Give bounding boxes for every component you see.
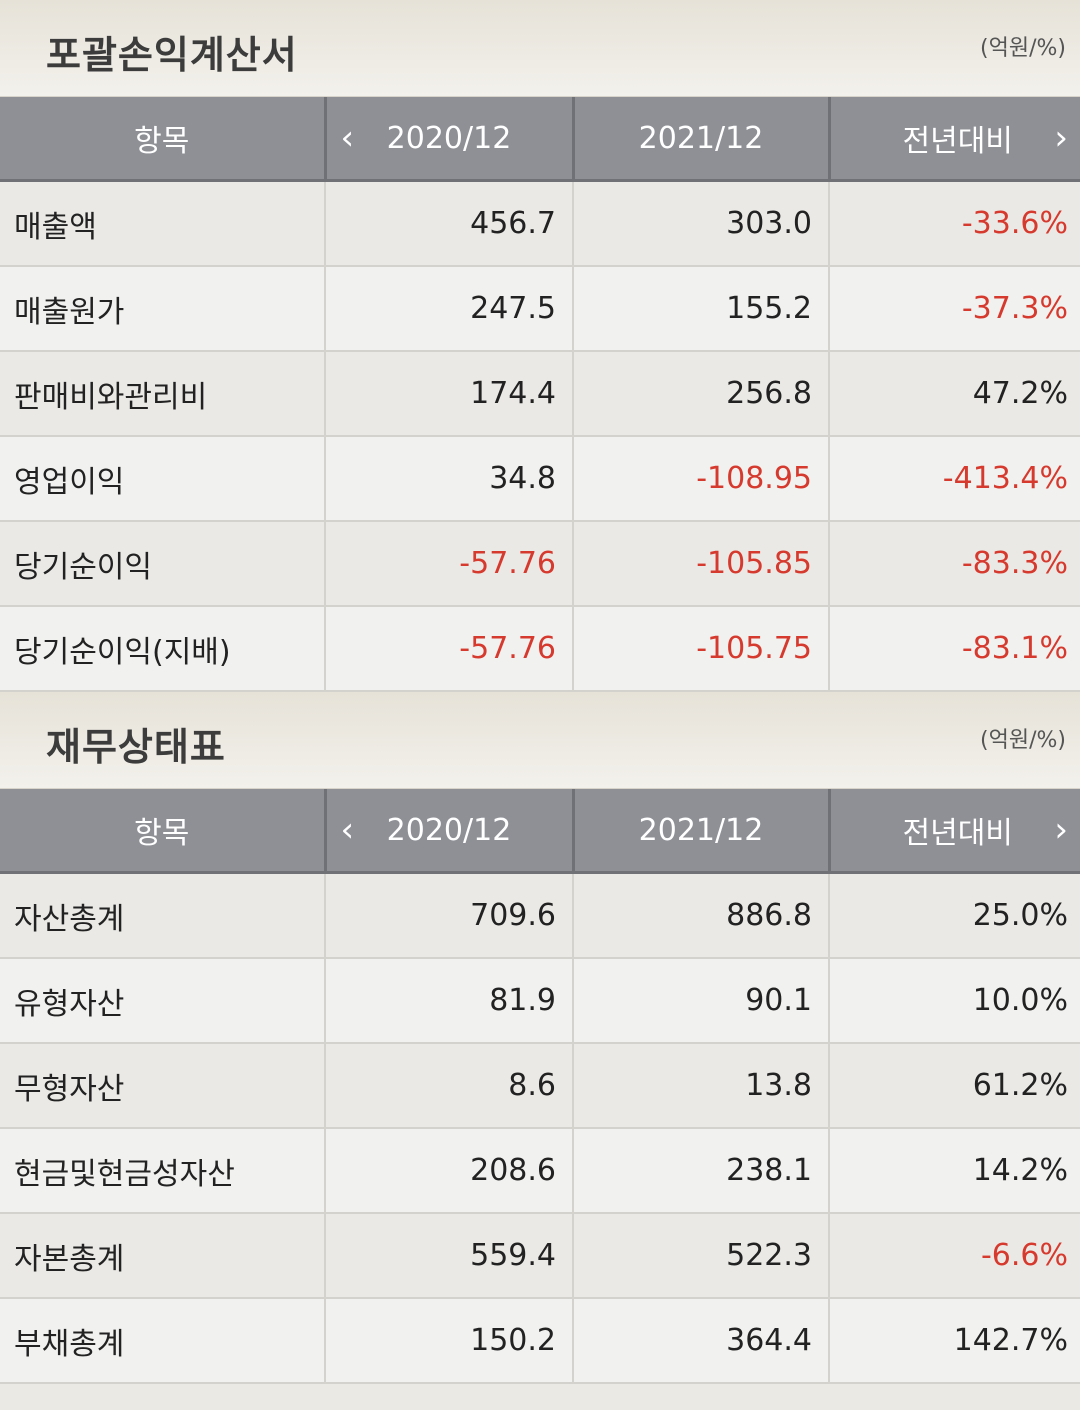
value-yoy: -37.3% <box>828 265 1080 351</box>
table-row: 유형자산 81.9 90.1 10.0% <box>0 957 1080 1043</box>
table-row: 부채총계 150.2 364.4 142.7% <box>0 1297 1080 1384</box>
income-unit-label: (억원/%) <box>980 36 1066 61</box>
value-yoy: -6.6% <box>828 1212 1080 1298</box>
chevron-right-icon[interactable]: › <box>1054 118 1068 158</box>
value-2021: 13.8 <box>572 1042 829 1128</box>
col-header-2021: 2021/12 <box>571 789 829 874</box>
col-header-yoy: 전년대비 › <box>827 789 1080 874</box>
row-label: 영업이익 <box>0 435 325 521</box>
value-2021: 256.8 <box>572 350 829 436</box>
col-header-yoy-label: 전년대비 <box>902 816 1013 851</box>
value-2021: 522.3 <box>572 1212 829 1298</box>
row-label: 무형자산 <box>0 1042 325 1128</box>
balance-title: 재무상태표 <box>46 725 226 769</box>
value-yoy: 14.2% <box>828 1127 1080 1213</box>
value-2020: -57.76 <box>324 605 573 692</box>
value-yoy: -83.1% <box>828 605 1080 692</box>
value-2020: 174.4 <box>324 350 573 436</box>
value-yoy: 142.7% <box>828 1297 1080 1384</box>
col-header-item: 항목 <box>0 97 325 182</box>
row-label: 유형자산 <box>0 957 325 1043</box>
table-row: 당기순이익 -57.76 -105.85 -83.3% <box>0 520 1080 606</box>
col-header-2020: ‹ 2020/12 <box>323 97 573 182</box>
col-header-yoy-label: 전년대비 <box>902 124 1013 159</box>
value-yoy: 10.0% <box>828 957 1080 1043</box>
value-2021: 886.8 <box>572 871 829 958</box>
value-2020: 34.8 <box>324 435 573 521</box>
income-title: 포괄손익계산서 <box>46 33 298 77</box>
value-2020: 456.7 <box>324 179 573 266</box>
col-header-2021: 2021/12 <box>571 97 829 182</box>
value-2020: 559.4 <box>324 1212 573 1298</box>
table-row: 자산총계 709.6 886.8 25.0% <box>0 871 1080 958</box>
balance-unit-label: (억원/%) <box>980 728 1066 753</box>
value-2020: 208.6 <box>324 1127 573 1213</box>
chevron-right-icon[interactable]: › <box>1054 810 1068 850</box>
value-2020: 81.9 <box>324 957 573 1043</box>
value-2021: -105.85 <box>572 520 829 606</box>
col-header-2020-label: 2020/12 <box>386 120 512 156</box>
balance-table: 항목 ‹ 2020/12 2021/12 전년대비 › 자산총계 709.6 886… <box>0 789 1080 1384</box>
value-2020: -57.76 <box>324 520 573 606</box>
balance-section-header: 재무상태표 (억원/%) <box>0 692 1080 789</box>
income-table: 항목 ‹ 2020/12 2021/12 전년대비 › 매출액 456.7 303.… <box>0 97 1080 692</box>
value-yoy: 47.2% <box>828 350 1080 436</box>
value-2021: 238.1 <box>572 1127 829 1213</box>
table-row: 자본총계 559.4 522.3 -6.6% <box>0 1212 1080 1298</box>
table-row: 당기순이익(지배) -57.76 -105.75 -83.1% <box>0 605 1080 692</box>
row-label: 현금및현금성자산 <box>0 1127 325 1213</box>
value-yoy: -413.4% <box>828 435 1080 521</box>
row-label: 당기순이익(지배) <box>0 605 325 692</box>
chevron-left-icon[interactable]: ‹ <box>340 810 355 850</box>
value-2020: 8.6 <box>324 1042 573 1128</box>
value-yoy: 61.2% <box>828 1042 1080 1128</box>
table-row: 매출원가 247.5 155.2 -37.3% <box>0 265 1080 351</box>
value-2021: 364.4 <box>572 1297 829 1384</box>
value-yoy: -33.6% <box>828 179 1080 266</box>
row-label: 자본총계 <box>0 1212 325 1298</box>
table-row: 매출액 456.7 303.0 -33.6% <box>0 179 1080 266</box>
value-2021: 90.1 <box>572 957 829 1043</box>
value-yoy: 25.0% <box>828 871 1080 958</box>
row-label: 자산총계 <box>0 871 325 958</box>
row-label: 매출원가 <box>0 265 325 351</box>
row-label: 부채총계 <box>0 1297 325 1384</box>
col-header-2020: ‹ 2020/12 <box>323 789 573 874</box>
table-row: 현금및현금성자산 208.6 238.1 14.2% <box>0 1127 1080 1213</box>
col-header-2020-label: 2020/12 <box>386 812 512 848</box>
value-2021: -105.75 <box>572 605 829 692</box>
income-section-header: 포괄손익계산서 (억원/%) <box>0 0 1080 97</box>
chevron-left-icon[interactable]: ‹ <box>340 118 355 158</box>
row-label: 매출액 <box>0 179 325 266</box>
value-2020: 247.5 <box>324 265 573 351</box>
value-2020: 150.2 <box>324 1297 573 1384</box>
row-label: 당기순이익 <box>0 520 325 606</box>
row-label: 판매비와관리비 <box>0 350 325 436</box>
value-2021: -108.95 <box>572 435 829 521</box>
table-row: 영업이익 34.8 -108.95 -413.4% <box>0 435 1080 521</box>
value-2020: 709.6 <box>324 871 573 958</box>
table-row: 무형자산 8.6 13.8 61.2% <box>0 1042 1080 1128</box>
table-row: 판매비와관리비 174.4 256.8 47.2% <box>0 350 1080 436</box>
col-header-item: 항목 <box>0 789 325 874</box>
col-header-yoy: 전년대비 › <box>827 97 1080 182</box>
value-2021: 303.0 <box>572 179 829 266</box>
value-2021: 155.2 <box>572 265 829 351</box>
value-yoy: -83.3% <box>828 520 1080 606</box>
